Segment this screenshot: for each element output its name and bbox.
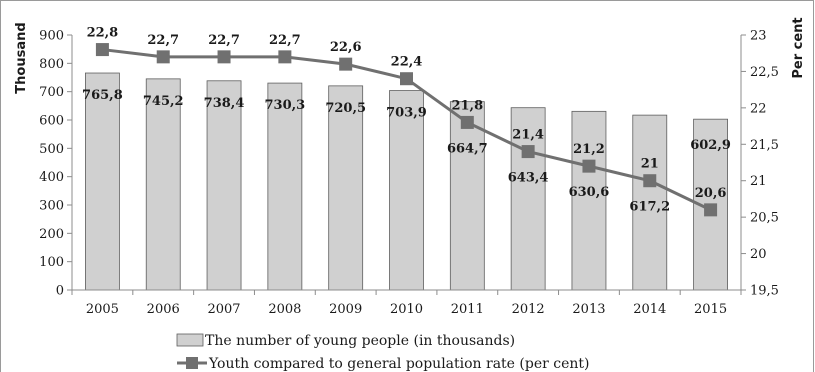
line-marker [704, 203, 717, 216]
left-axis-tick-label: 500 [39, 142, 64, 157]
right-axis-tick-label: 22 [750, 101, 767, 116]
bar [146, 79, 180, 290]
x-axis-tick-label: 2009 [329, 302, 362, 317]
line-data-label: 22,7 [208, 33, 240, 48]
line-marker [461, 116, 474, 129]
left-axis-title: Thousand [14, 22, 29, 93]
line-marker [339, 58, 352, 71]
bar-data-label: 745,2 [143, 94, 184, 109]
right-axis-tick-label: 22,5 [750, 65, 779, 80]
left-axis-tick-label: 0 [56, 284, 64, 299]
bar-data-label: 617,2 [629, 200, 670, 215]
bar [572, 111, 606, 290]
line-data-label: 22,4 [391, 55, 423, 70]
right-axis-title: Per cent [791, 17, 806, 78]
line-marker [157, 50, 170, 63]
right-axis-tick-label: 20,5 [750, 211, 779, 226]
left-axis-tick-label: 600 [39, 114, 64, 129]
right-axis-tick-label: 21,5 [750, 138, 779, 153]
x-axis-tick-label: 2012 [512, 302, 545, 317]
legend-bar-swatch [177, 334, 203, 346]
legend-line-marker [186, 357, 198, 369]
bar-data-label: 664,7 [447, 141, 488, 156]
bar-data-label: 630,6 [569, 185, 610, 200]
left-axis-tick-label: 800 [39, 57, 64, 72]
line-marker [643, 174, 656, 187]
left-axis-tick-label: 900 [39, 29, 64, 44]
x-axis-tick-label: 2007 [207, 302, 240, 317]
bar [450, 102, 484, 290]
bar-data-label: 643,4 [508, 171, 549, 186]
x-axis-tick-label: 2008 [268, 302, 301, 317]
line-data-label: 22,7 [269, 33, 301, 48]
line-marker [218, 50, 231, 63]
line-data-label: 21,8 [451, 98, 483, 113]
bar [329, 86, 363, 290]
x-axis-tick-label: 2014 [633, 302, 666, 317]
legend-line-label: Youth compared to general population rat… [208, 356, 590, 372]
x-axis-tick-label: 2013 [572, 302, 605, 317]
line-marker [522, 145, 535, 158]
bar-data-label: 738,4 [204, 96, 245, 111]
line-data-label: 21,2 [573, 142, 605, 157]
x-axis-tick-label: 2006 [147, 302, 180, 317]
right-axis-tick-label: 21 [750, 174, 767, 189]
right-axis-tick-label: 23 [750, 29, 767, 44]
x-axis-tick-label: 2005 [86, 302, 119, 317]
left-axis-tick-label: 200 [39, 227, 64, 242]
bar-data-label: 730,3 [265, 98, 306, 113]
line-marker [582, 160, 595, 173]
bar-data-label: 720,5 [325, 101, 366, 116]
line-marker [400, 72, 413, 85]
line-data-label: 22,7 [147, 33, 179, 48]
right-axis-tick-label: 20 [750, 247, 767, 262]
left-axis-tick-label: 100 [39, 255, 64, 270]
line-data-label: 22,6 [330, 40, 362, 55]
legend-bar-label: The number of young people (in thousands… [205, 333, 515, 349]
bar [207, 81, 241, 290]
right-axis-tick-label: 19,5 [750, 284, 779, 299]
line-marker [278, 50, 291, 63]
line-data-label: 20,6 [695, 186, 727, 201]
bar-data-label: 703,9 [386, 106, 427, 121]
line-data-label: 21 [641, 157, 659, 172]
x-axis-tick-label: 2015 [694, 302, 727, 317]
left-axis-tick-label: 700 [39, 85, 64, 100]
x-axis-tick-label: 2010 [390, 302, 423, 317]
bar [268, 83, 302, 290]
left-axis-tick-label: 300 [39, 199, 64, 214]
bar-data-label: 602,9 [690, 138, 731, 153]
line-data-label: 21,4 [512, 128, 544, 143]
left-axis-tick-label: 400 [39, 170, 64, 185]
bar [85, 73, 119, 290]
line-data-label: 22,8 [87, 26, 119, 41]
x-axis-tick-label: 2011 [451, 302, 484, 317]
line-marker [96, 43, 109, 56]
bar-data-label: 765,8 [82, 88, 123, 103]
